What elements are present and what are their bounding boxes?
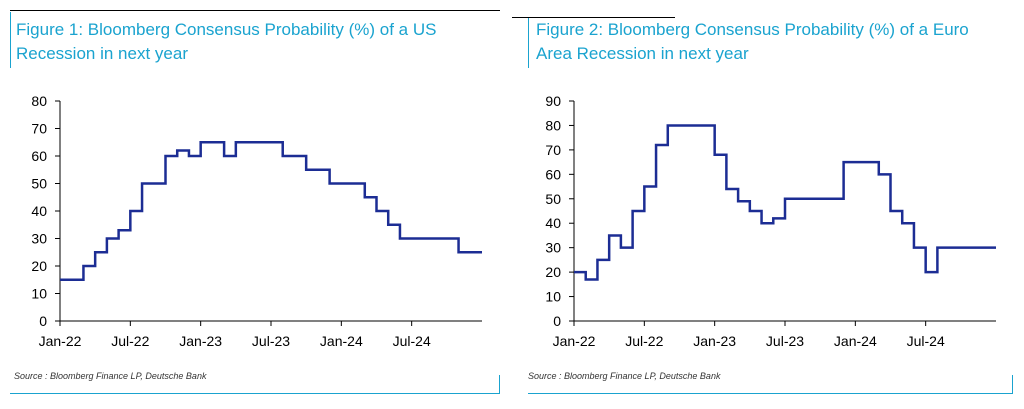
y-tick-label: 60 <box>545 166 561 182</box>
y-tick-label: 0 <box>39 313 47 329</box>
y-tick-label: 70 <box>31 121 47 137</box>
x-tick-label: Jul-24 <box>907 333 945 349</box>
y-tick-label: 50 <box>31 176 47 192</box>
figure-2-source: Source : Bloomberg Finance LP, Deutsche … <box>528 371 721 381</box>
x-tick-label: Jan-23 <box>693 333 736 349</box>
bottom-rule <box>528 393 1013 394</box>
y-tick-label: 90 <box>545 93 561 109</box>
figure-1-source: Source : Bloomberg Finance LP, Deutsche … <box>14 371 207 381</box>
figure-2-title: Figure 2: Bloomberg Consensus Probabilit… <box>536 20 969 63</box>
series-line <box>574 124 996 281</box>
x-tick-label: Jul-23 <box>766 333 804 349</box>
y-tick-label: 10 <box>545 289 561 305</box>
top-rule <box>512 17 675 18</box>
y-tick-label: 40 <box>31 203 47 219</box>
y-tick-label: 80 <box>545 117 561 133</box>
x-tick-label: Jan-24 <box>834 333 877 349</box>
top-rule <box>10 10 500 11</box>
figure-2-panel: Figure 2: Bloomberg Consensus Probabilit… <box>512 0 1024 409</box>
y-tick-label: 80 <box>31 93 47 109</box>
bottom-rule <box>10 393 500 394</box>
figure-1-chart: 0 10 20 30 40 50 60 70 80 Jan-22 Jul-22 Jan-23 Jul-2… <box>31 93 482 349</box>
x-tick-label: Jan-23 <box>179 333 222 349</box>
x-tick-label: Jul-23 <box>252 333 290 349</box>
series-line <box>60 141 482 281</box>
x-tick-label: Jan-24 <box>320 333 363 349</box>
x-tick-label: Jul-24 <box>393 333 431 349</box>
x-tick-label: Jul-22 <box>111 333 149 349</box>
y-tick-label: 40 <box>545 215 561 231</box>
title-rule-left <box>528 18 529 68</box>
x-tick-label: Jul-22 <box>625 333 663 349</box>
figure-1-panel: Figure 1: Bloomberg Consensus Probabilit… <box>10 10 500 394</box>
bottom-rule-right <box>1012 375 1013 394</box>
y-tick-label: 20 <box>31 258 47 274</box>
y-tick-label: 50 <box>545 191 561 207</box>
y-tick-label: 30 <box>545 240 561 256</box>
figure-2-chart: 0 10 20 30 40 50 60 70 80 90 Jan-22 Jul-22 Jan-23 Jul… <box>545 93 996 349</box>
y-tick-label: 70 <box>545 142 561 158</box>
figure-1-title: Figure 1: Bloomberg Consensus Probabilit… <box>16 20 437 63</box>
y-tick-label: 20 <box>545 264 561 280</box>
y-tick-label: 60 <box>31 148 47 164</box>
x-tick-label: Jan-22 <box>553 333 596 349</box>
title-rule-left <box>10 12 11 68</box>
y-tick-label: 10 <box>31 286 47 302</box>
x-tick-label: Jan-22 <box>39 333 82 349</box>
y-tick-label: 30 <box>31 231 47 247</box>
bottom-rule-right <box>499 375 500 394</box>
y-tick-label: 0 <box>553 313 561 329</box>
